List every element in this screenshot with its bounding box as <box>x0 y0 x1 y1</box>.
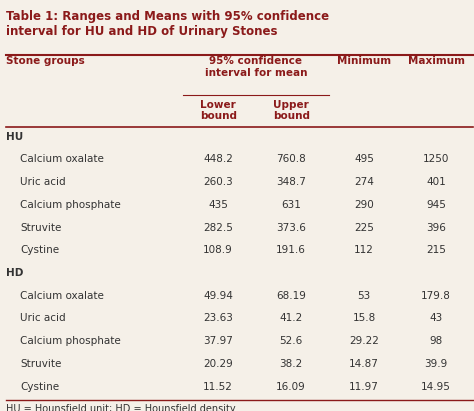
Text: 435: 435 <box>208 200 228 210</box>
Text: 631: 631 <box>281 200 301 210</box>
Text: Calcium phosphate: Calcium phosphate <box>20 200 121 210</box>
Text: 95% confidence
interval for mean: 95% confidence interval for mean <box>205 56 307 78</box>
Text: HU: HU <box>6 132 23 141</box>
Text: 52.6: 52.6 <box>280 336 303 346</box>
Text: 37.97: 37.97 <box>203 336 233 346</box>
Text: Stone groups: Stone groups <box>6 56 85 67</box>
Text: 401: 401 <box>426 177 446 187</box>
Text: 20.29: 20.29 <box>203 359 233 369</box>
Text: Lower
bound: Lower bound <box>200 99 237 121</box>
Text: 11.52: 11.52 <box>203 382 233 392</box>
Text: 43: 43 <box>429 314 443 323</box>
Text: 215: 215 <box>426 245 446 255</box>
Text: 98: 98 <box>429 336 443 346</box>
Text: 16.09: 16.09 <box>276 382 306 392</box>
Text: HU = Hounsfield unit; HD = Hounsfield density: HU = Hounsfield unit; HD = Hounsfield de… <box>6 404 236 411</box>
Text: 15.8: 15.8 <box>353 314 376 323</box>
Text: 260.3: 260.3 <box>203 177 233 187</box>
Text: Cystine: Cystine <box>20 382 59 392</box>
Text: 29.22: 29.22 <box>349 336 379 346</box>
Text: 68.19: 68.19 <box>276 291 306 301</box>
Text: Calcium oxalate: Calcium oxalate <box>20 291 104 301</box>
Text: 282.5: 282.5 <box>203 222 233 233</box>
Text: 23.63: 23.63 <box>203 314 233 323</box>
Text: 396: 396 <box>426 222 446 233</box>
Text: 38.2: 38.2 <box>280 359 303 369</box>
Text: 108.9: 108.9 <box>203 245 233 255</box>
Text: 191.6: 191.6 <box>276 245 306 255</box>
Text: 39.9: 39.9 <box>424 359 447 369</box>
Text: 1250: 1250 <box>423 154 449 164</box>
Text: 11.97: 11.97 <box>349 382 379 392</box>
Text: 274: 274 <box>354 177 374 187</box>
Text: 14.95: 14.95 <box>421 382 451 392</box>
Text: 112: 112 <box>354 245 374 255</box>
Text: 348.7: 348.7 <box>276 177 306 187</box>
Text: 225: 225 <box>354 222 374 233</box>
Text: 290: 290 <box>355 200 374 210</box>
Text: Table 1: Ranges and Means with 95% confidence
interval for HU and HD of Urinary : Table 1: Ranges and Means with 95% confi… <box>6 10 329 39</box>
Text: 760.8: 760.8 <box>276 154 306 164</box>
Text: 41.2: 41.2 <box>280 314 303 323</box>
Text: 179.8: 179.8 <box>421 291 451 301</box>
Text: Minimum: Minimum <box>337 56 391 67</box>
Text: Struvite: Struvite <box>20 359 62 369</box>
Text: Calcium oxalate: Calcium oxalate <box>20 154 104 164</box>
Text: HD: HD <box>6 268 24 278</box>
Text: 373.6: 373.6 <box>276 222 306 233</box>
Text: Cystine: Cystine <box>20 245 59 255</box>
Text: 945: 945 <box>426 200 446 210</box>
Text: 49.94: 49.94 <box>203 291 233 301</box>
Text: Calcium phosphate: Calcium phosphate <box>20 336 121 346</box>
Text: 448.2: 448.2 <box>203 154 233 164</box>
Text: 53: 53 <box>357 291 371 301</box>
Text: 14.87: 14.87 <box>349 359 379 369</box>
Text: Upper
bound: Upper bound <box>273 99 310 121</box>
Text: Struvite: Struvite <box>20 222 62 233</box>
Text: Uric acid: Uric acid <box>20 314 66 323</box>
Text: Maximum: Maximum <box>408 56 465 67</box>
Text: Uric acid: Uric acid <box>20 177 66 187</box>
Text: 495: 495 <box>354 154 374 164</box>
